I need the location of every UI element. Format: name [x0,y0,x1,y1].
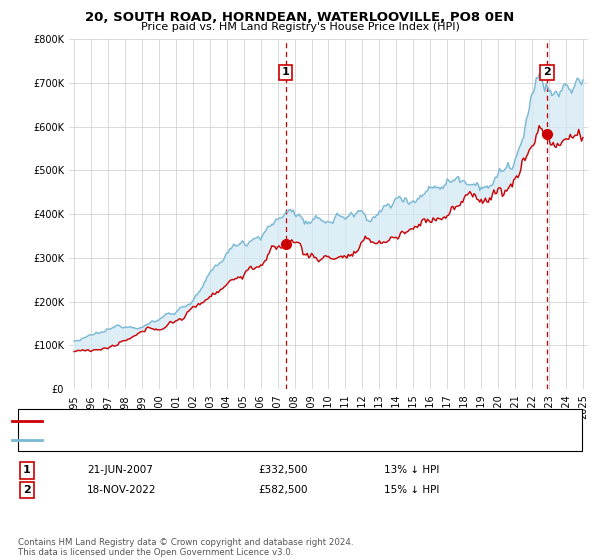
Text: 1: 1 [23,465,31,475]
Text: 20, SOUTH ROAD, HORNDEAN, WATERLOOVILLE, PO8 0EN (detached house): 20, SOUTH ROAD, HORNDEAN, WATERLOOVILLE,… [51,416,424,426]
Text: 15% ↓ HPI: 15% ↓ HPI [384,485,439,495]
Text: 2: 2 [543,67,551,77]
Text: 13% ↓ HPI: 13% ↓ HPI [384,465,439,475]
Text: 21-JUN-2007: 21-JUN-2007 [87,465,153,475]
Text: 18-NOV-2022: 18-NOV-2022 [87,485,157,495]
Text: Price paid vs. HM Land Registry's House Price Index (HPI): Price paid vs. HM Land Registry's House … [140,22,460,32]
Text: 20, SOUTH ROAD, HORNDEAN, WATERLOOVILLE, PO8 0EN: 20, SOUTH ROAD, HORNDEAN, WATERLOOVILLE,… [85,11,515,24]
Text: 1: 1 [282,67,289,77]
Text: £582,500: £582,500 [258,485,308,495]
Text: £332,500: £332,500 [258,465,308,475]
Text: Contains HM Land Registry data © Crown copyright and database right 2024.
This d: Contains HM Land Registry data © Crown c… [18,538,353,557]
Text: 2: 2 [23,485,31,495]
Text: HPI: Average price, detached house, East Hampshire: HPI: Average price, detached house, East… [51,435,309,445]
